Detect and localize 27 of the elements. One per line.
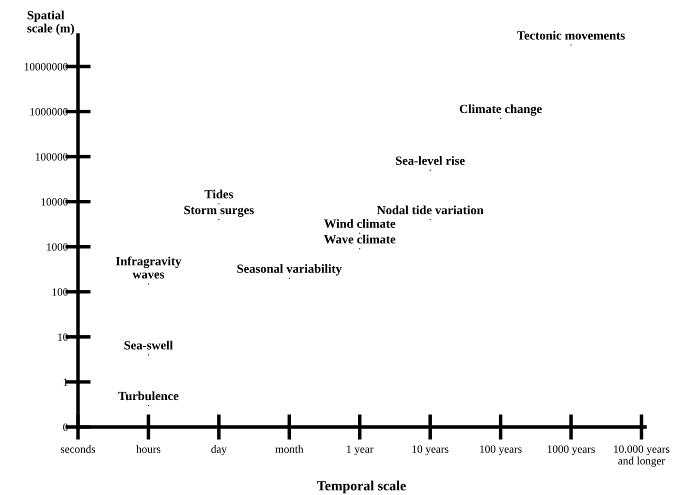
- data-label: Wind climate: [324, 219, 396, 228]
- data-label: Sea-level rise: [396, 156, 465, 165]
- x-tick-label: 10.000 years and longer: [614, 445, 670, 467]
- data-label: Climate change: [460, 104, 542, 116]
- x-tick-label: month: [275, 445, 304, 453]
- x-tick-label: 1000 years: [548, 445, 595, 456]
- y-tick-label: 1000000: [30, 108, 68, 116]
- x-tick-label: 10 years: [412, 445, 448, 456]
- data-label: Wave climate: [324, 234, 396, 244]
- x-tick-label: day: [211, 445, 227, 456]
- data-label: Tectonic movements: [517, 30, 625, 40]
- data-label: Seasonal variability: [237, 264, 342, 276]
- data-label: Infragravity waves: [116, 256, 182, 279]
- y-tick-label: 100000: [36, 153, 68, 161]
- y-tick-label: 10000: [41, 198, 68, 206]
- x-tick-label: hours: [136, 445, 160, 453]
- x-tick-label: seconds: [60, 445, 96, 453]
- data-label: Storm surges: [184, 206, 254, 217]
- y-axis-title: Spatial scale (m): [27, 10, 74, 35]
- data-label: Turbulence: [118, 391, 178, 400]
- x-axis-title: Temporal scale: [317, 480, 406, 494]
- data-label: Tides: [204, 190, 234, 198]
- x-tick-label: 100 years: [480, 445, 522, 456]
- y-tick-label: 10000000: [24, 62, 68, 70]
- x-tick-label: 1 year: [346, 445, 374, 456]
- data-label: Sea-swell: [124, 340, 173, 350]
- data-label: Nodal tide variation: [376, 206, 484, 214]
